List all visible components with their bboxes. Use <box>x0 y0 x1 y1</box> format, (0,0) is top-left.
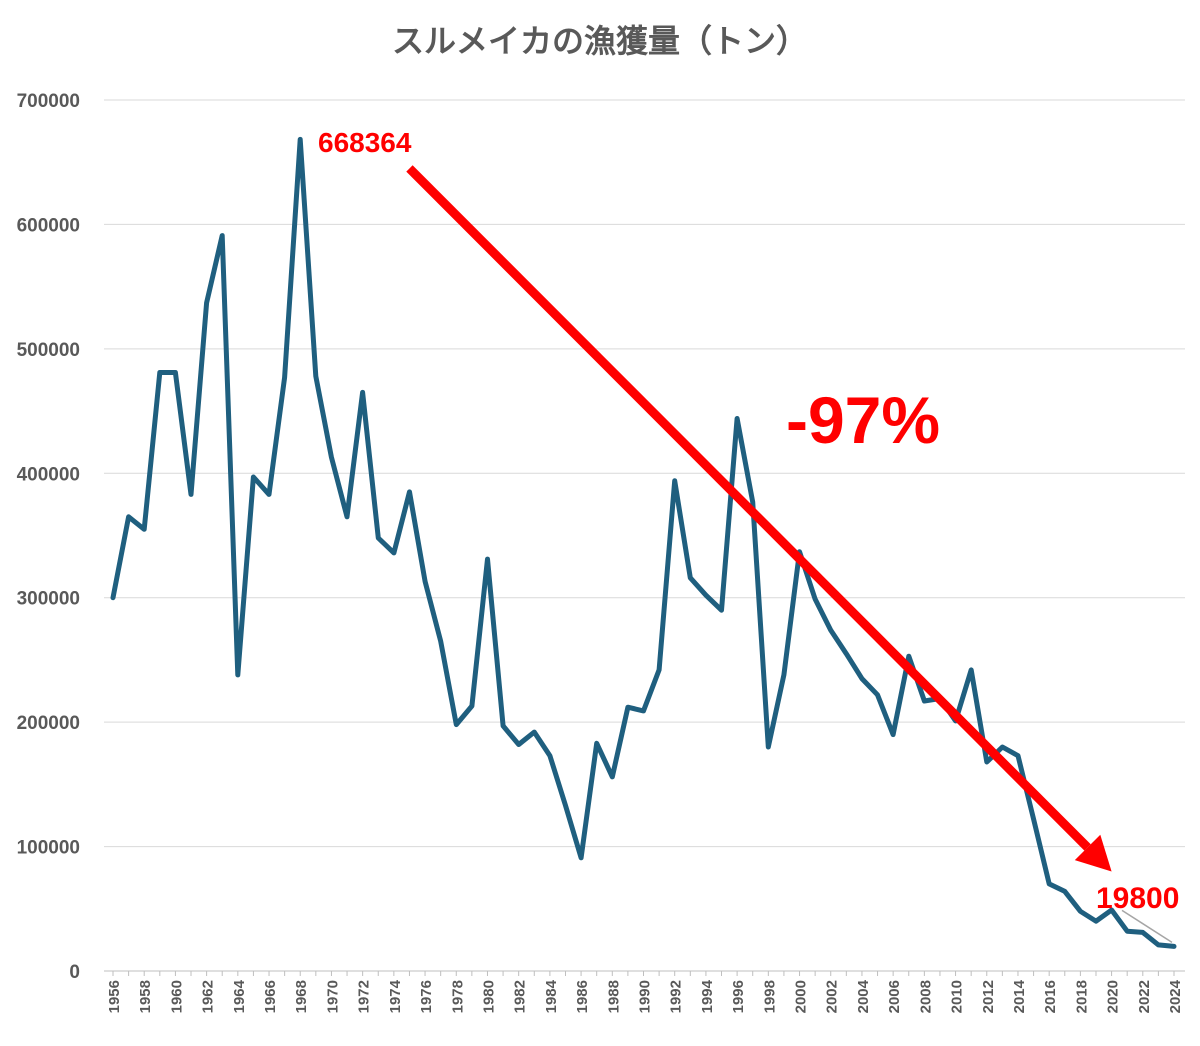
trend-arrow-shaft <box>406 165 1091 851</box>
annotation-leader-line <box>1121 909 1173 943</box>
trend-arrow <box>406 165 1112 872</box>
x-tick-label: 1994 <box>699 979 716 1013</box>
annotation-peak-value: 668364 <box>318 127 412 158</box>
x-tick-label: 2020 <box>1105 980 1122 1013</box>
x-tick-label: 2002 <box>824 980 841 1013</box>
x-tick-label: 1958 <box>137 980 154 1013</box>
x-tick-label: 2000 <box>793 980 810 1013</box>
x-tick-label: 1996 <box>730 980 747 1013</box>
x-tick-label: 1992 <box>668 980 685 1013</box>
x-tick-label: 1982 <box>512 980 529 1013</box>
x-tick-label: 1976 <box>418 980 435 1013</box>
x-tick-label: 2004 <box>855 979 872 1013</box>
x-tick-label: 1964 <box>231 979 248 1013</box>
x-tick-label: 2014 <box>1011 979 1028 1013</box>
x-tick-label: 1990 <box>637 980 654 1013</box>
y-axis: 0 100000 200000 300000 400000 500000 600000 700… <box>17 91 80 983</box>
x-tick-label: 1960 <box>168 980 185 1013</box>
trend-arrow-head <box>1074 834 1112 872</box>
y-tick-label: 0 <box>69 962 80 983</box>
annotation-decline-percent: -97% <box>786 383 940 457</box>
x-tick-label: 2012 <box>980 980 997 1013</box>
x-axis: 1956 1958 1960 1962 1964 1966 1968 1970 1972 1974… <box>106 971 1184 1013</box>
x-tick-label: 2018 <box>1073 980 1090 1013</box>
x-tick-label: 1972 <box>356 980 373 1013</box>
x-tick-label: 2016 <box>1042 980 1059 1013</box>
x-tick-label: 1962 <box>200 980 217 1013</box>
x-tick-label: 1980 <box>480 980 497 1013</box>
y-tick-label: 400000 <box>17 464 80 485</box>
y-tick-label: 500000 <box>17 340 80 361</box>
y-tick-label: 300000 <box>17 589 80 610</box>
series-line-catch <box>110 136 1177 949</box>
y-tick-label: 600000 <box>17 215 80 236</box>
y-tick-label: 100000 <box>17 838 80 859</box>
x-tick-label: 1956 <box>106 980 123 1013</box>
x-tick-label: 1988 <box>605 980 622 1013</box>
x-tick-label: 2022 <box>1136 980 1153 1013</box>
gridlines <box>104 99 1185 972</box>
x-tick-label: 1966 <box>262 980 279 1013</box>
annotation-latest-value: 19800 <box>1096 882 1179 915</box>
x-tick-label: 1978 <box>449 980 466 1013</box>
x-tick-label: 1986 <box>574 980 591 1013</box>
x-tick-label: 1974 <box>387 979 404 1013</box>
x-tick-label: 1970 <box>324 980 341 1013</box>
x-tick-label: 2010 <box>949 980 966 1013</box>
chart-title: スルメイカの漁獲量（トン） <box>392 22 808 60</box>
y-tick-label: 700000 <box>17 91 80 112</box>
x-tick-label: 2006 <box>886 980 903 1013</box>
x-tick-label: 1998 <box>761 980 778 1013</box>
x-tick-label: 1968 <box>293 980 310 1013</box>
x-tick-label: 1984 <box>543 979 560 1013</box>
x-tick-label: 2008 <box>917 980 934 1013</box>
x-tick-label: 2024 <box>1167 979 1184 1013</box>
y-tick-label: 200000 <box>17 713 80 734</box>
